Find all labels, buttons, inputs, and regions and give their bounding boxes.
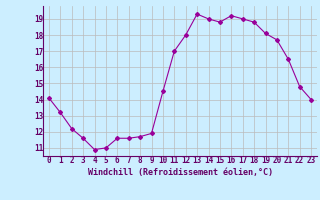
X-axis label: Windchill (Refroidissement éolien,°C): Windchill (Refroidissement éolien,°C)	[87, 168, 273, 177]
